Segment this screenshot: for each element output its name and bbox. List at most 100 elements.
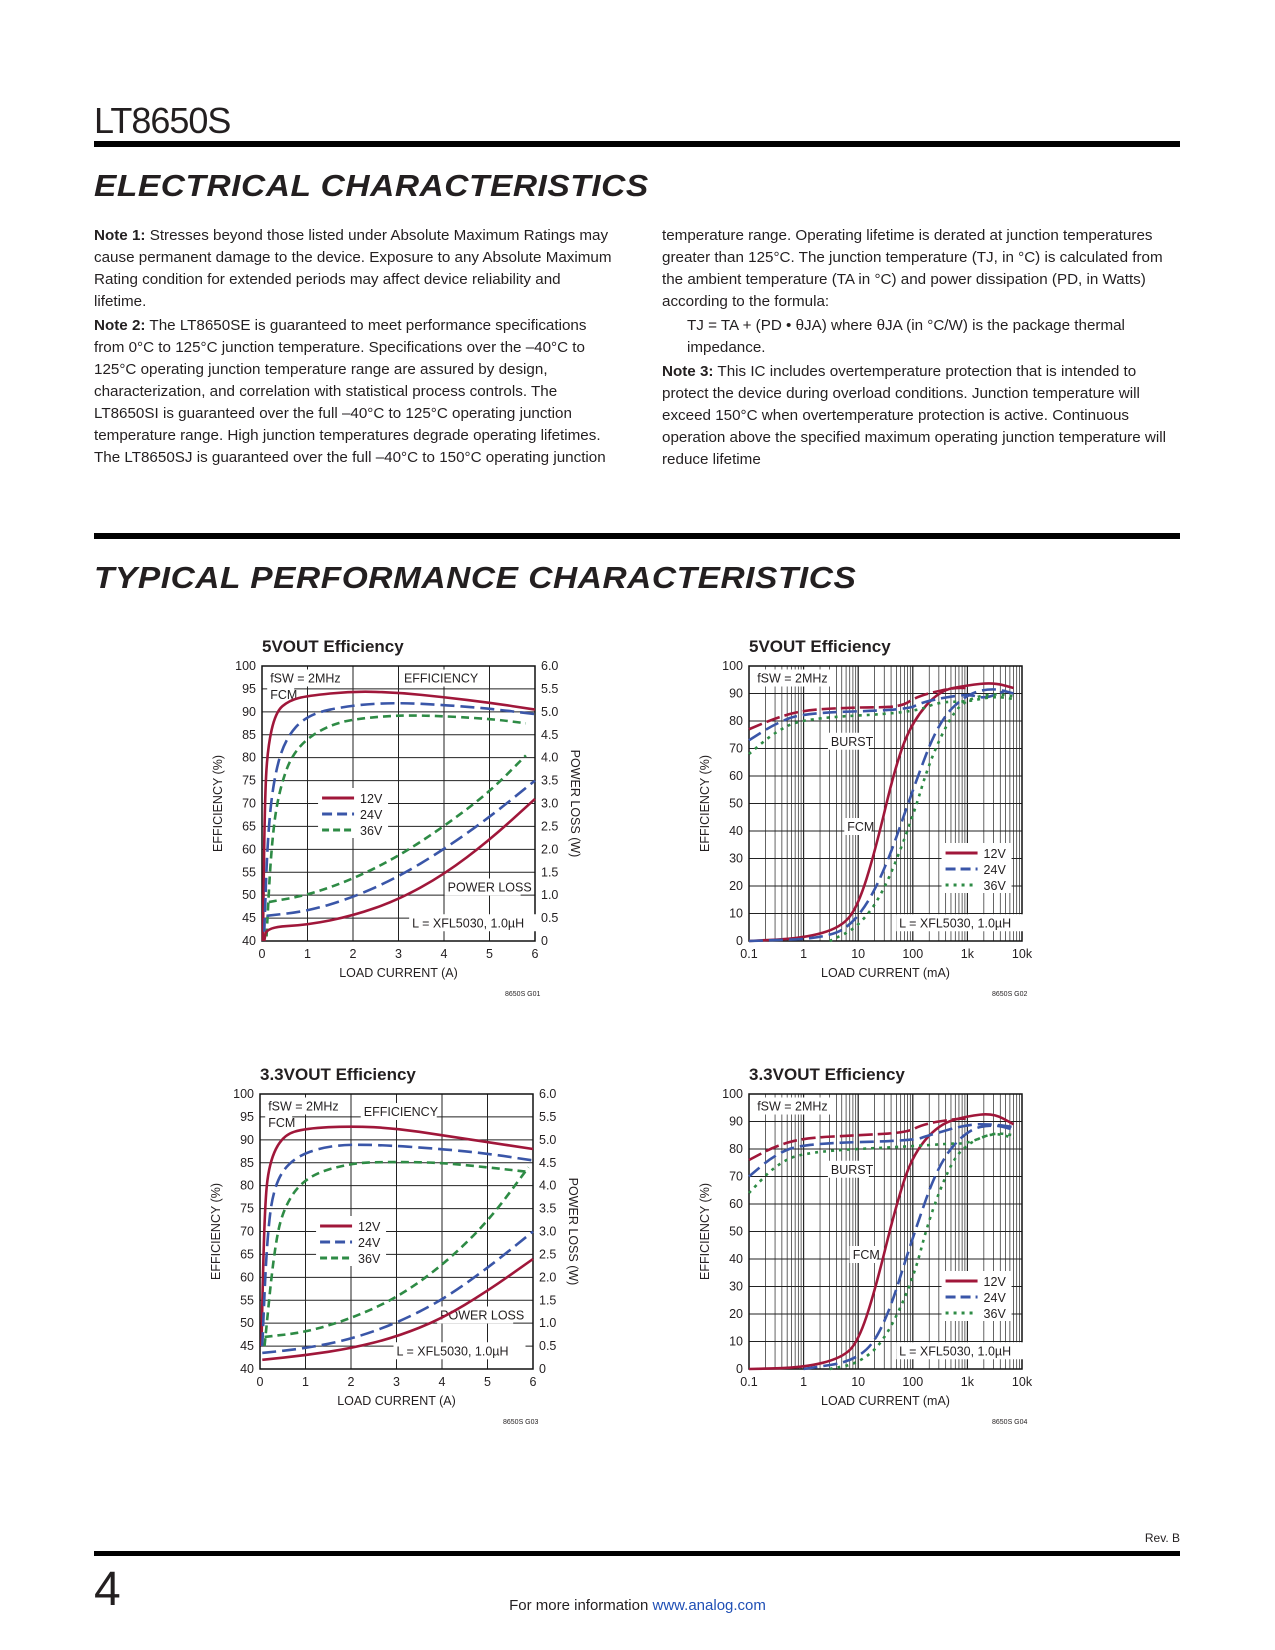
- y2-tick-label: 1.5: [541, 865, 558, 879]
- chart-annotation: FCM: [268, 1116, 295, 1130]
- y-tick-label: 45: [242, 911, 256, 925]
- y-tick-label: 80: [729, 714, 743, 728]
- x-axis-label: LOAD CURRENT (mA): [821, 966, 950, 980]
- y-tick-label: 95: [240, 1110, 254, 1124]
- x-tick-label: 0: [257, 1375, 264, 1389]
- y2-tick-label: 5.5: [541, 682, 558, 696]
- footer-info: For more information www.analog.com: [509, 1597, 766, 1614]
- x-axis-label: LOAD CURRENT (A): [337, 1394, 456, 1408]
- y-tick-label: 90: [240, 1133, 254, 1147]
- y2-tick-label: 2.5: [541, 819, 558, 833]
- y-axis-label: EFFICIENCY (%): [211, 755, 225, 852]
- plot-frame: [261, 665, 536, 942]
- x-tick-label: 3: [395, 947, 402, 961]
- y-tick-label: 60: [729, 1197, 743, 1211]
- chart-annotation: L = XFL5030, 1.0µH: [412, 916, 524, 930]
- note-2: Note 2: The LT8650SE is guaranteed to me…: [94, 227, 1163, 466]
- gridlines: [748, 1093, 1023, 1370]
- x-tick-label: 1k: [961, 947, 975, 961]
- chart-annotation: POWER LOSS: [448, 881, 532, 895]
- y2-tick-label: 4.0: [539, 1179, 556, 1193]
- series-line-36v-fcm: [829, 693, 1014, 943]
- chart-title: 5VOUT Efficiency: [262, 637, 404, 656]
- y-tick-label: 30: [729, 852, 743, 866]
- website-link[interactable]: www.analog.com: [652, 1597, 766, 1614]
- series-line-24v-power-loss: [266, 779, 536, 918]
- figure-code: 8650S G03: [503, 1419, 539, 1426]
- y2-tick-label: 0: [541, 934, 548, 948]
- chart-title: 5VOUT Efficiency: [749, 637, 891, 656]
- x-tick-label: 1: [304, 947, 311, 961]
- legend-label: 24V: [358, 1236, 381, 1250]
- y-tick-label: 100: [722, 659, 743, 673]
- x-tick-label: 2: [348, 1375, 355, 1389]
- chart-annotation: POWER LOSS: [440, 1309, 524, 1323]
- chart-annotation: FCM: [847, 820, 874, 834]
- y2-tick-label: 5.0: [541, 705, 558, 719]
- chart-annotation: EFFICIENCY: [364, 1105, 439, 1119]
- legend-label: 12V: [358, 1220, 381, 1234]
- y-tick-label: 90: [729, 687, 743, 701]
- y-tick-label: 55: [242, 865, 256, 879]
- y2-tick-label: 5.0: [539, 1133, 556, 1147]
- y2-tick-label: 4.5: [541, 728, 558, 742]
- plot-frame: [748, 665, 1023, 942]
- series-line-36v-power-loss: [268, 754, 527, 904]
- y-tick-label: 80: [729, 1142, 743, 1156]
- y-tick-label: 85: [242, 728, 256, 742]
- chart-svg: 5VOUT Efficiency 0 10 20 30 40 50 60 70 80 90 100 0.…: [698, 637, 1033, 998]
- x-tick-label: 1: [302, 1375, 309, 1389]
- legend-label: 36V: [984, 879, 1007, 893]
- y-tick-label: 45: [240, 1339, 254, 1353]
- y-tick-label: 10: [729, 907, 743, 921]
- legend-label: 24V: [360, 808, 383, 822]
- y-tick-label: 85: [240, 1156, 254, 1170]
- y2-axis-label: POWER LOSS (W): [568, 750, 582, 858]
- part-number: LT8650S: [94, 100, 231, 141]
- y2-tick-label: 0.5: [539, 1339, 556, 1353]
- chart-annotation: L = XFL5030, 1.0µH: [899, 1344, 1011, 1358]
- x-tick-label: 1: [800, 947, 807, 961]
- y-axis-label: EFFICIENCY (%): [698, 1183, 712, 1280]
- x-tick-label: 3: [393, 1375, 400, 1389]
- y-axis-label: EFFICIENCY (%): [209, 1183, 223, 1280]
- y2-tick-label: 1.0: [539, 1316, 556, 1330]
- annotation-bg: [754, 669, 831, 687]
- y-tick-label: 40: [240, 1362, 254, 1376]
- y-tick-label: 75: [242, 774, 256, 788]
- x-tick-label: 1k: [961, 1375, 975, 1389]
- chart-title: 3.3VOUT Efficiency: [749, 1065, 905, 1084]
- legend-label: 12V: [984, 847, 1007, 861]
- annotation-bg: [754, 1097, 831, 1115]
- x-tick-label: 6: [532, 947, 539, 961]
- note-3: Note 3: This IC includes overtemperature…: [662, 363, 1166, 468]
- y-tick-label: 20: [729, 879, 743, 893]
- y-tick-label: 10: [729, 1335, 743, 1349]
- series-line-24v-efficiency: [262, 701, 536, 932]
- annotation-bg: [827, 732, 869, 750]
- x-tick-label: 0: [259, 947, 266, 961]
- chart-annotation: L = XFL5030, 1.0µH: [397, 1344, 509, 1358]
- y-tick-label: 50: [729, 797, 743, 811]
- annotation-bg: [827, 1160, 869, 1178]
- y-tick-label: 90: [242, 705, 256, 719]
- y-tick-label: 70: [729, 742, 743, 756]
- legend-label: 36V: [358, 1252, 381, 1266]
- y-tick-label: 80: [240, 1179, 254, 1193]
- y2-axis-label: POWER LOSS (W): [566, 1178, 580, 1286]
- series-line-36v-power-loss: [264, 1166, 530, 1339]
- x-tick-label: 5: [484, 1375, 491, 1389]
- x-tick-label: 0.1: [740, 1375, 757, 1389]
- y2-tick-label: 0.5: [541, 911, 558, 925]
- chart-svg: 3.3VOUT Efficiency0102030405060708090100…: [698, 1065, 1033, 1426]
- thermal-formula: TJ = TA + (PD • θJA) where θJA (in °C/W)…: [687, 317, 1125, 356]
- series-line-24v-burst: [748, 1122, 1014, 1178]
- x-tick-label: 4: [441, 947, 448, 961]
- y-tick-label: 70: [729, 1170, 743, 1184]
- x-tick-label: 0.1: [740, 947, 757, 961]
- y-tick-label: 60: [240, 1270, 254, 1284]
- page-number: 4: [94, 1563, 121, 1616]
- y-tick-label: 65: [242, 819, 256, 833]
- y2-tick-label: 1.0: [541, 888, 558, 902]
